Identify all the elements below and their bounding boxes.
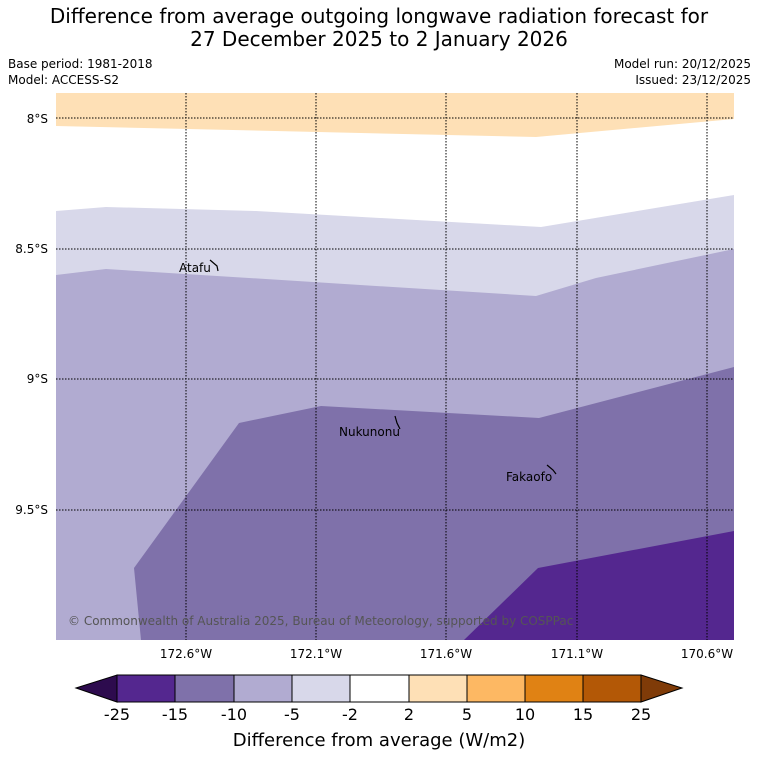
title-line-2: 27 December 2025 to 2 January 2026 xyxy=(190,27,568,51)
base-period: Base period: 1981-2018 xyxy=(8,57,153,71)
place-label-atafu: Atafu xyxy=(179,261,211,275)
copyright-notice: © Commonwealth of Australia 2025, Bureau… xyxy=(68,614,574,628)
place-label-nukunonu: Nukunonu xyxy=(339,425,400,439)
atoll-fakaofo-shape xyxy=(546,464,557,475)
lat-label-8: 8°S xyxy=(26,112,48,126)
lat-label-8-5: 8.5°S xyxy=(15,242,48,256)
colorbar-bin-15-25 xyxy=(582,674,642,703)
colorbar-extend-min xyxy=(74,674,118,703)
lon-label-170-6: 170.6°W xyxy=(680,647,734,661)
colorbar-bin-m15-m10 xyxy=(174,674,235,703)
atoll-atafu-shape xyxy=(209,259,219,272)
lon-label-172-6: 172.6°W xyxy=(159,647,213,661)
atoll-nukunonu-shape xyxy=(394,415,401,430)
colorbar-tick-m25: -25 xyxy=(103,705,131,724)
colorbar-bin-10-15 xyxy=(524,674,584,703)
colorbar xyxy=(74,674,684,703)
band-m15-to-m25 xyxy=(464,531,734,640)
colorbar-bin-m5-m2 xyxy=(291,674,351,703)
lon-label-172-1: 172.1°W xyxy=(289,647,343,661)
colorbar-tick-5: 5 xyxy=(461,705,473,724)
lat-label-9: 9°S xyxy=(26,372,48,386)
band-2-to-5 xyxy=(56,93,734,137)
lon-label-171-1: 171.1°W xyxy=(550,647,604,661)
atoll-outlines xyxy=(209,259,557,475)
meta-left: Base period: 1981-2018 Model: ACCESS-S2 xyxy=(8,56,153,88)
colorbar-tick-m10: -10 xyxy=(220,705,248,724)
colorbar-bin-m25-m15 xyxy=(116,674,176,703)
colorbar-tick-m2: -2 xyxy=(342,705,358,724)
colorbar-tick-2: 2 xyxy=(403,705,415,724)
lon-label-171-6: 171.6°W xyxy=(419,647,473,661)
colorbar-extend-max xyxy=(640,674,684,703)
gridlines xyxy=(56,93,734,640)
colorbar-bin-m2-2 xyxy=(349,674,410,703)
place-label-fakaofo: Fakaofo xyxy=(506,470,553,484)
map-title: Difference from average outgoing longwav… xyxy=(0,5,758,51)
colorbar-tick-m5: -5 xyxy=(284,705,300,724)
model-run: Model run: 20/12/2025 xyxy=(613,57,751,71)
colorbar-bin-2-5 xyxy=(408,674,468,703)
issued-date: Issued: 23/12/2025 xyxy=(635,73,751,87)
colorbar-tick-25: 25 xyxy=(630,705,652,724)
colorbar-bin-m10-m5 xyxy=(233,674,293,703)
lat-label-9-5: 9.5°S xyxy=(15,503,48,517)
colorbar-title: Difference from average (W/m2) xyxy=(232,730,526,751)
colorbar-tick-10: 10 xyxy=(514,705,536,724)
meta-right: Model run: 20/12/2025 Issued: 23/12/2025 xyxy=(614,56,751,88)
forecast-map xyxy=(56,93,734,640)
title-line-1: Difference from average outgoing longwav… xyxy=(49,4,709,28)
colorbar-tick-15: 15 xyxy=(572,705,594,724)
colorbar-bin-5-10 xyxy=(466,674,526,703)
model-name: Model: ACCESS-S2 xyxy=(8,73,120,87)
colorbar-tick-m15: -15 xyxy=(161,705,189,724)
